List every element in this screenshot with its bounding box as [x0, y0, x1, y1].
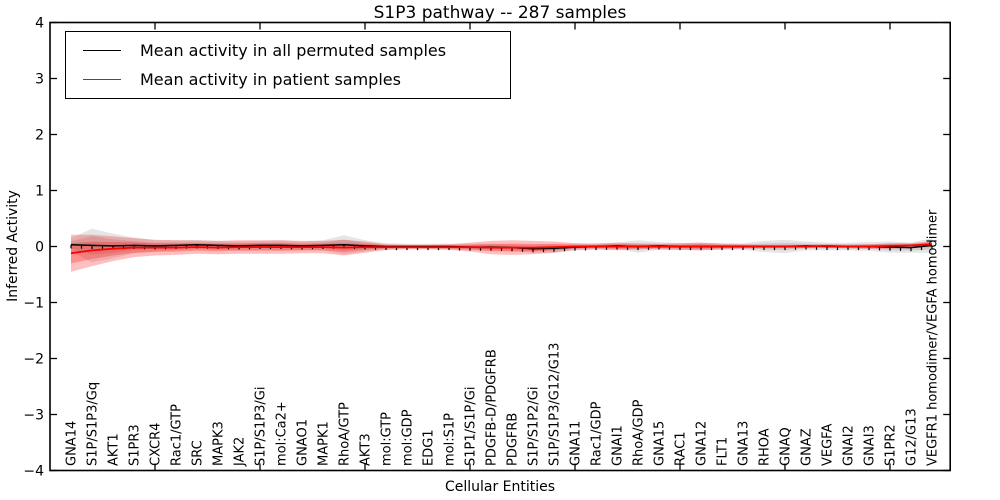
- entity-label: S1PR3: [128, 424, 143, 466]
- y-tick-label: 0: [35, 240, 44, 256]
- legend-line-patient-icon: [83, 78, 121, 80]
- y-tick-label: −3: [23, 408, 44, 424]
- entity-label: GNA11: [569, 421, 584, 466]
- entity-label: GNAI2: [842, 425, 857, 466]
- entity-label: VEGFA: [821, 424, 836, 466]
- entity-label: S1P/S1P3/Gq: [86, 382, 101, 466]
- entity-label: MAPK1: [317, 421, 332, 466]
- entity-label: GNAI1: [611, 425, 626, 466]
- entity-label: GNAO1: [296, 419, 311, 466]
- entity-label: AKT3: [359, 433, 374, 466]
- entity-label: S1P/S1P3/Gi: [254, 387, 269, 466]
- x-axis-label: Cellular Entities: [444, 479, 556, 495]
- patient-std-band: [71, 234, 932, 272]
- entity-label: G12/G13: [905, 408, 920, 466]
- y-tick-label: −2: [23, 352, 44, 368]
- entity-label: CXCR4: [149, 423, 164, 466]
- entity-label: mol:S1P: [443, 413, 458, 466]
- entity-label: VEGFR1 homodimer/VEGFA homodimer: [926, 209, 941, 466]
- y-tick-label: 2: [35, 128, 44, 144]
- entity-label: GNAI3: [863, 425, 878, 466]
- entity-label: PDGFRB: [506, 413, 521, 466]
- entity-label: S1PR2: [884, 424, 899, 466]
- y-tick-labels: 4 3 2 1 0 −1 −2 −3 −4: [23, 16, 44, 480]
- y-axis-label: Inferred Activity: [5, 190, 21, 302]
- entity-label: RHOA: [758, 428, 773, 466]
- entity-label: GNA12: [695, 421, 710, 466]
- entity-label: mol:GTP: [380, 412, 395, 466]
- entity-label: GNAQ: [779, 427, 794, 466]
- legend-item-patient: Mean activity in patient samples: [66, 70, 510, 89]
- entity-label: RAC1: [674, 431, 689, 466]
- y-tick-label: 1: [35, 184, 44, 200]
- legend-label-patient: Mean activity in patient samples: [140, 69, 401, 89]
- entity-label: FLT1: [716, 437, 731, 466]
- entity-labels: GNA14 S1P/S1P3/Gq AKT1 S1PR3 CXCR4 Rac1/GTP SR…: [65, 209, 941, 467]
- x-ticks: [154, 22, 891, 471]
- entity-label: Rac1/GDP: [590, 401, 605, 466]
- entity-label: MAPK3: [212, 421, 227, 466]
- entity-label: S1P/S1P3/G12/G13: [548, 343, 563, 466]
- patient-mean-line: [70, 243, 933, 255]
- y-tick-label: −4: [23, 464, 44, 480]
- entity-label: Rac1/GTP: [170, 404, 185, 466]
- entity-label: RhoA/GTP: [338, 402, 353, 466]
- entity-label: mol:Ca2+: [275, 401, 290, 466]
- entity-label: JAK2: [233, 437, 248, 467]
- entity-label: S1P1/S1P/Gi: [464, 387, 479, 466]
- entity-label: RhoA/GDP: [632, 399, 647, 466]
- entity-label: PDGFB-D/PDGFRB: [485, 349, 500, 466]
- legend-item-permuted: Mean activity in all permuted samples: [66, 41, 510, 60]
- entity-label: GNA13: [737, 421, 752, 466]
- legend-label-permuted: Mean activity in all permuted samples: [140, 41, 447, 61]
- y-ticks: [50, 21, 951, 472]
- legend-line-permuted-icon: [83, 50, 121, 52]
- y-tick-label: 4: [35, 16, 44, 32]
- entity-label: S1P/S1P2/Gi: [527, 387, 542, 466]
- legend: Mean activity in all permuted samples Me…: [65, 31, 511, 99]
- entity-label: GNA14: [65, 421, 80, 466]
- y-tick-label: −1: [23, 296, 44, 312]
- entity-label: SRC: [191, 440, 206, 466]
- entity-label: EDG1: [422, 429, 437, 466]
- entity-label: AKT1: [107, 433, 122, 466]
- chart-title: S1P3 pathway -- 287 samples: [373, 3, 627, 23]
- entity-label: GNA15: [653, 421, 668, 466]
- entity-label: mol:GDP: [401, 409, 416, 466]
- entity-label: GNAZ: [800, 428, 815, 466]
- y-tick-label: 3: [35, 72, 44, 88]
